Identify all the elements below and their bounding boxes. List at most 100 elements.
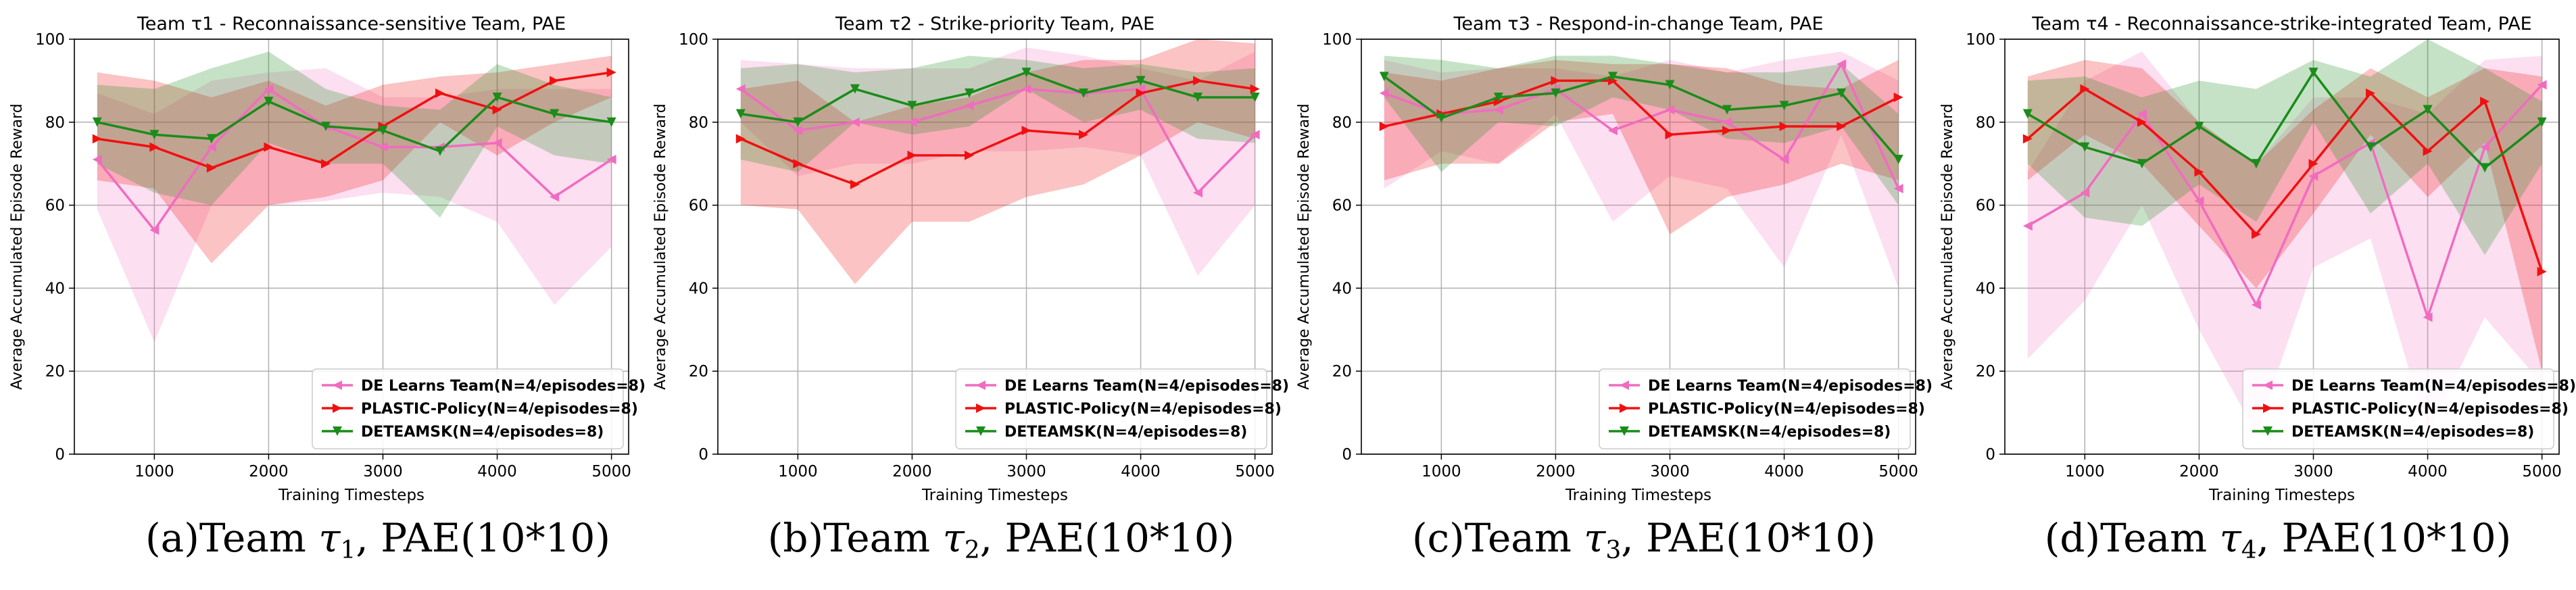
point-de [2137, 109, 2147, 119]
point-de [1379, 88, 1389, 98]
point-deteamsk [2080, 142, 2090, 152]
point-plastic [1379, 121, 1389, 131]
y-tick-label: 100 [1322, 31, 1352, 49]
point-plastic [206, 163, 216, 173]
point-de [850, 117, 860, 127]
point-deteamsk [492, 92, 502, 102]
point-plastic [2022, 134, 2033, 144]
caption-b: (b)Team τ2, PAE(10*10) [643, 515, 1359, 576]
line-deteamsk [1383, 75, 1899, 161]
point-plastic [1079, 130, 1089, 140]
x-tick-label: 5000 [2522, 463, 2562, 481]
point-deteamsk [1436, 113, 1447, 123]
point-plastic [1893, 92, 1903, 102]
line-deteamsk [2026, 70, 2543, 170]
caption-suffix: , PAE(10*10) [1621, 515, 1876, 561]
point-de [2537, 80, 2547, 90]
point-de [1893, 184, 1903, 194]
y-tick-label: 0 [1985, 446, 1995, 464]
x-tick-label: 3000 [1650, 463, 1690, 481]
point-plastic [2080, 84, 2090, 94]
point-plastic [1779, 121, 1789, 131]
legend-marker-deteamsk [976, 426, 986, 436]
x-tick-label: 2000 [1536, 463, 1576, 481]
y-axis-label: Average Accumulated Episode Reward [652, 103, 669, 390]
x-axis-label: Training Timesteps [1565, 487, 1711, 504]
point-deteamsk [1021, 68, 1031, 78]
x-tick-label: 2000 [892, 463, 932, 481]
y-tick-label: 0 [1342, 446, 1352, 464]
caption-sub: 1 [340, 537, 356, 564]
point-deteamsk [550, 109, 560, 119]
band-plastic [740, 39, 1255, 285]
point-plastic [92, 134, 102, 144]
legend-label-deteamsk: DETEAMSK(N=4/episodes=8) [1648, 424, 1891, 441]
legend-marker-de [976, 380, 986, 390]
point-deteamsk [1493, 92, 1503, 102]
y-tick-label: 0 [55, 446, 65, 464]
point-deteamsk [793, 117, 803, 127]
point-plastic [1021, 126, 1031, 136]
legend-box [312, 368, 624, 449]
y-axis-label: Average Accumulated Episode Reward [9, 103, 26, 390]
point-de [2480, 142, 2490, 152]
point-deteamsk [2194, 121, 2204, 131]
point-plastic [2251, 229, 2261, 239]
point-plastic [149, 142, 160, 152]
caption-prefix: (b)Team [767, 515, 943, 561]
legend-label-de: DE Learns Team(N=4/episodes=8) [2291, 378, 2576, 395]
point-deteamsk [264, 97, 274, 107]
legend-label-de: DE Learns Team(N=4/episodes=8) [361, 378, 646, 395]
y-tick-label: 80 [689, 114, 708, 132]
x-tick-label: 4000 [1764, 463, 1804, 481]
legend: DE Learns Team(N=4/episodes=8) PLASTIC-Po… [2242, 368, 2576, 449]
legend-marker-de [1620, 380, 1629, 390]
x-tick-label: 4000 [2408, 463, 2448, 481]
point-plastic [2366, 88, 2376, 98]
caption-prefix: (c)Team [1412, 515, 1584, 561]
point-plastic [2308, 159, 2318, 169]
point-deteamsk [2537, 117, 2547, 127]
point-deteamsk [1250, 92, 1260, 102]
caption-tau: τ [942, 515, 965, 561]
point-deteamsk [1779, 101, 1789, 111]
point-de [735, 84, 746, 94]
point-plastic [964, 150, 974, 160]
x-tick-label: 5000 [591, 463, 631, 481]
point-de [1607, 126, 1618, 136]
y-tick-label: 100 [1966, 31, 1995, 49]
plot-frame [1361, 39, 1916, 455]
x-tick-label: 2000 [2179, 463, 2219, 481]
point-deteamsk [1379, 72, 1389, 82]
y-tick-label: 60 [1976, 197, 1995, 215]
point-de [1837, 59, 1847, 69]
line-de [2026, 84, 2543, 321]
point-de [1665, 105, 1675, 115]
legend-label-plastic: PLASTIC-Policy(N=4/episodes=8) [1648, 401, 1925, 418]
y-tick-label: 0 [698, 446, 708, 464]
y-tick-label: 100 [35, 31, 65, 49]
point-deteamsk [907, 101, 917, 111]
caption-sub: 4 [2241, 537, 2257, 564]
chart-title: Team τ1 - Reconnaissance-sensitive Team,… [137, 14, 566, 34]
point-plastic [735, 134, 746, 144]
caption-sub: 2 [964, 537, 980, 564]
point-plastic [907, 150, 917, 160]
y-tick-label: 40 [45, 280, 65, 297]
y-tick-label: 20 [689, 363, 708, 380]
legend: DE Learns Team(N=4/episodes=8) PLASTIC-Po… [312, 368, 646, 449]
point-deteamsk [2366, 142, 2376, 152]
point-deteamsk [1079, 88, 1089, 98]
point-plastic [1136, 88, 1146, 98]
point-de [149, 225, 160, 235]
point-de [2251, 299, 2261, 310]
x-tick-label: 1000 [1421, 463, 1461, 481]
point-deteamsk [1136, 76, 1146, 86]
point-plastic [606, 68, 616, 78]
point-plastic [1193, 76, 1203, 86]
legend-marker-plastic [333, 403, 342, 413]
band-deteamsk [97, 51, 612, 218]
point-plastic [2480, 97, 2490, 107]
x-axis-label: Training Timesteps [921, 487, 1068, 504]
